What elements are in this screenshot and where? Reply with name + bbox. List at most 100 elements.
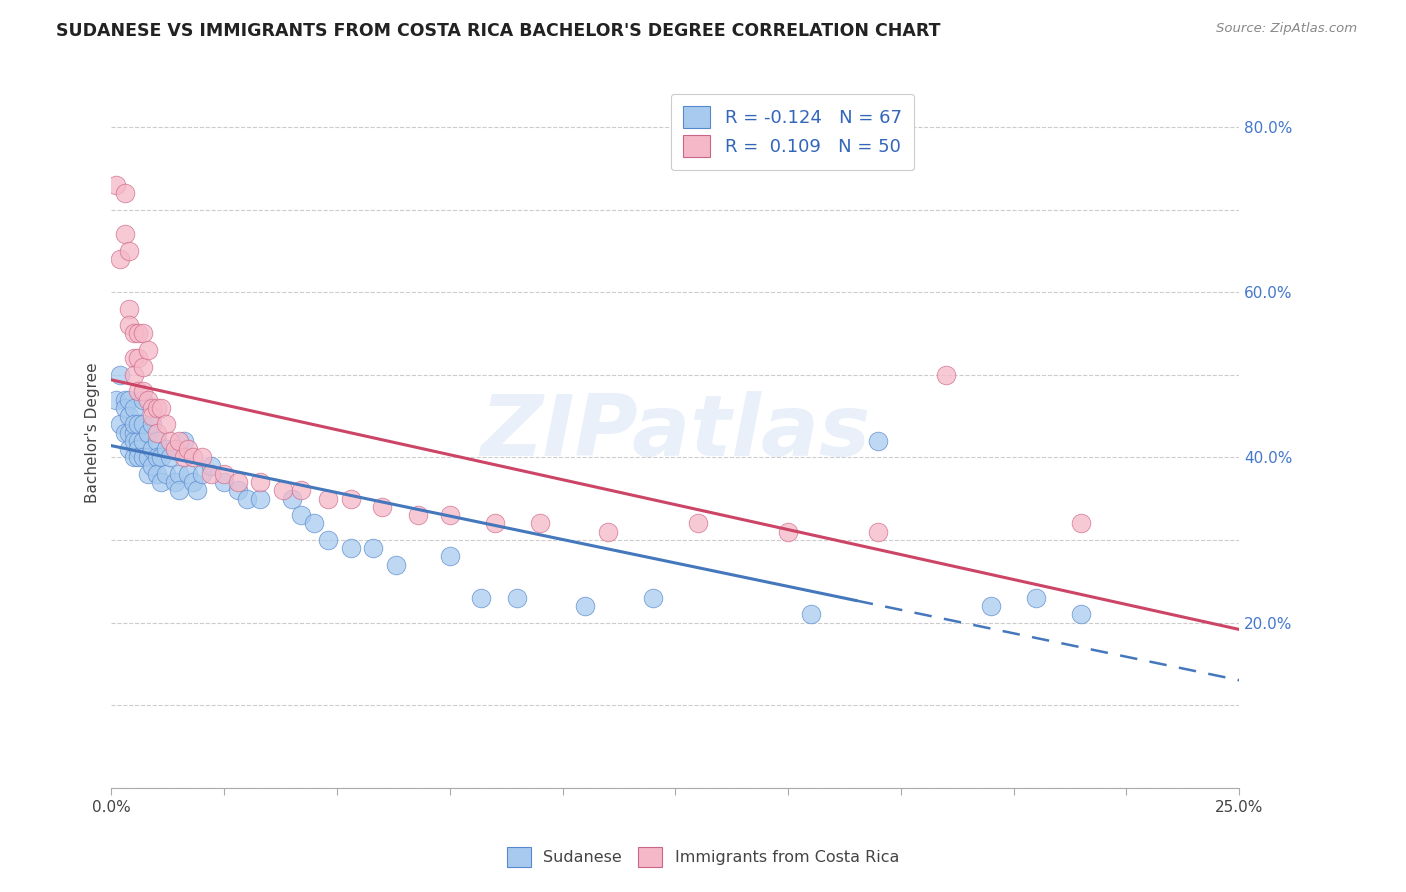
Point	[118, 442, 141, 456]
Point	[200, 458, 222, 473]
Point	[104, 178, 127, 192]
Point	[163, 442, 186, 456]
Point	[163, 475, 186, 490]
Point	[141, 417, 163, 432]
Legend: Sudanese, Immigrants from Costa Rica: Sudanese, Immigrants from Costa Rica	[501, 841, 905, 873]
Point	[110, 417, 132, 432]
Point	[167, 483, 190, 498]
Point	[155, 417, 177, 432]
Point	[980, 599, 1002, 613]
Point	[114, 186, 136, 200]
Point	[167, 467, 190, 481]
Text: ZIPatlas: ZIPatlas	[481, 391, 870, 474]
Point	[132, 392, 155, 407]
Point	[118, 301, 141, 316]
Point	[167, 434, 190, 448]
Point	[141, 401, 163, 415]
Point	[190, 467, 212, 481]
Point	[361, 541, 384, 556]
Point	[132, 384, 155, 399]
Point	[439, 508, 461, 523]
Point	[439, 549, 461, 564]
Point	[529, 516, 551, 531]
Point	[868, 434, 890, 448]
Point	[155, 467, 177, 481]
Point	[406, 508, 429, 523]
Point	[132, 326, 155, 341]
Point	[596, 524, 619, 539]
Point	[212, 467, 235, 481]
Point	[136, 467, 159, 481]
Point	[212, 475, 235, 490]
Point	[122, 434, 145, 448]
Point	[127, 434, 149, 448]
Point	[181, 450, 204, 465]
Point	[118, 244, 141, 258]
Point	[132, 417, 155, 432]
Point	[281, 491, 304, 506]
Point	[173, 450, 195, 465]
Point	[484, 516, 506, 531]
Point	[136, 343, 159, 357]
Point	[118, 318, 141, 333]
Text: Source: ZipAtlas.com: Source: ZipAtlas.com	[1216, 22, 1357, 36]
Point	[127, 351, 149, 366]
Point	[304, 516, 326, 531]
Point	[127, 326, 149, 341]
Point	[935, 368, 957, 382]
Point	[384, 558, 406, 572]
Point	[1025, 591, 1047, 605]
Point	[132, 359, 155, 374]
Point	[173, 434, 195, 448]
Point	[145, 401, 167, 415]
Point	[506, 591, 529, 605]
Point	[118, 392, 141, 407]
Point	[778, 524, 800, 539]
Point	[574, 599, 596, 613]
Point	[132, 450, 155, 465]
Text: SUDANESE VS IMMIGRANTS FROM COSTA RICA BACHELOR'S DEGREE CORRELATION CHART: SUDANESE VS IMMIGRANTS FROM COSTA RICA B…	[56, 22, 941, 40]
Point	[114, 227, 136, 242]
Point	[145, 425, 167, 440]
Point	[122, 326, 145, 341]
Point	[127, 442, 149, 456]
Point	[150, 450, 173, 465]
Point	[249, 475, 271, 490]
Point	[1070, 516, 1092, 531]
Point	[339, 491, 361, 506]
Point	[371, 500, 394, 514]
Point	[190, 450, 212, 465]
Point	[235, 491, 257, 506]
Point	[159, 434, 181, 448]
Point	[122, 425, 145, 440]
Point	[186, 483, 208, 498]
Point	[1070, 607, 1092, 622]
Point	[470, 591, 492, 605]
Point	[249, 491, 271, 506]
Point	[290, 508, 312, 523]
Point	[118, 409, 141, 423]
Point	[136, 392, 159, 407]
Point	[114, 425, 136, 440]
Point	[110, 252, 132, 267]
Point	[159, 450, 181, 465]
Point	[226, 483, 249, 498]
Point	[122, 351, 145, 366]
Point	[641, 591, 664, 605]
Legend: R = -0.124   N = 67, R =  0.109   N = 50: R = -0.124 N = 67, R = 0.109 N = 50	[671, 94, 914, 170]
Point	[200, 467, 222, 481]
Point	[145, 450, 167, 465]
Point	[145, 467, 167, 481]
Point	[122, 368, 145, 382]
Point	[800, 607, 823, 622]
Point	[339, 541, 361, 556]
Point	[181, 475, 204, 490]
Point	[127, 450, 149, 465]
Point	[150, 475, 173, 490]
Point	[110, 368, 132, 382]
Point	[122, 417, 145, 432]
Point	[290, 483, 312, 498]
Point	[150, 401, 173, 415]
Point	[141, 458, 163, 473]
Point	[155, 442, 177, 456]
